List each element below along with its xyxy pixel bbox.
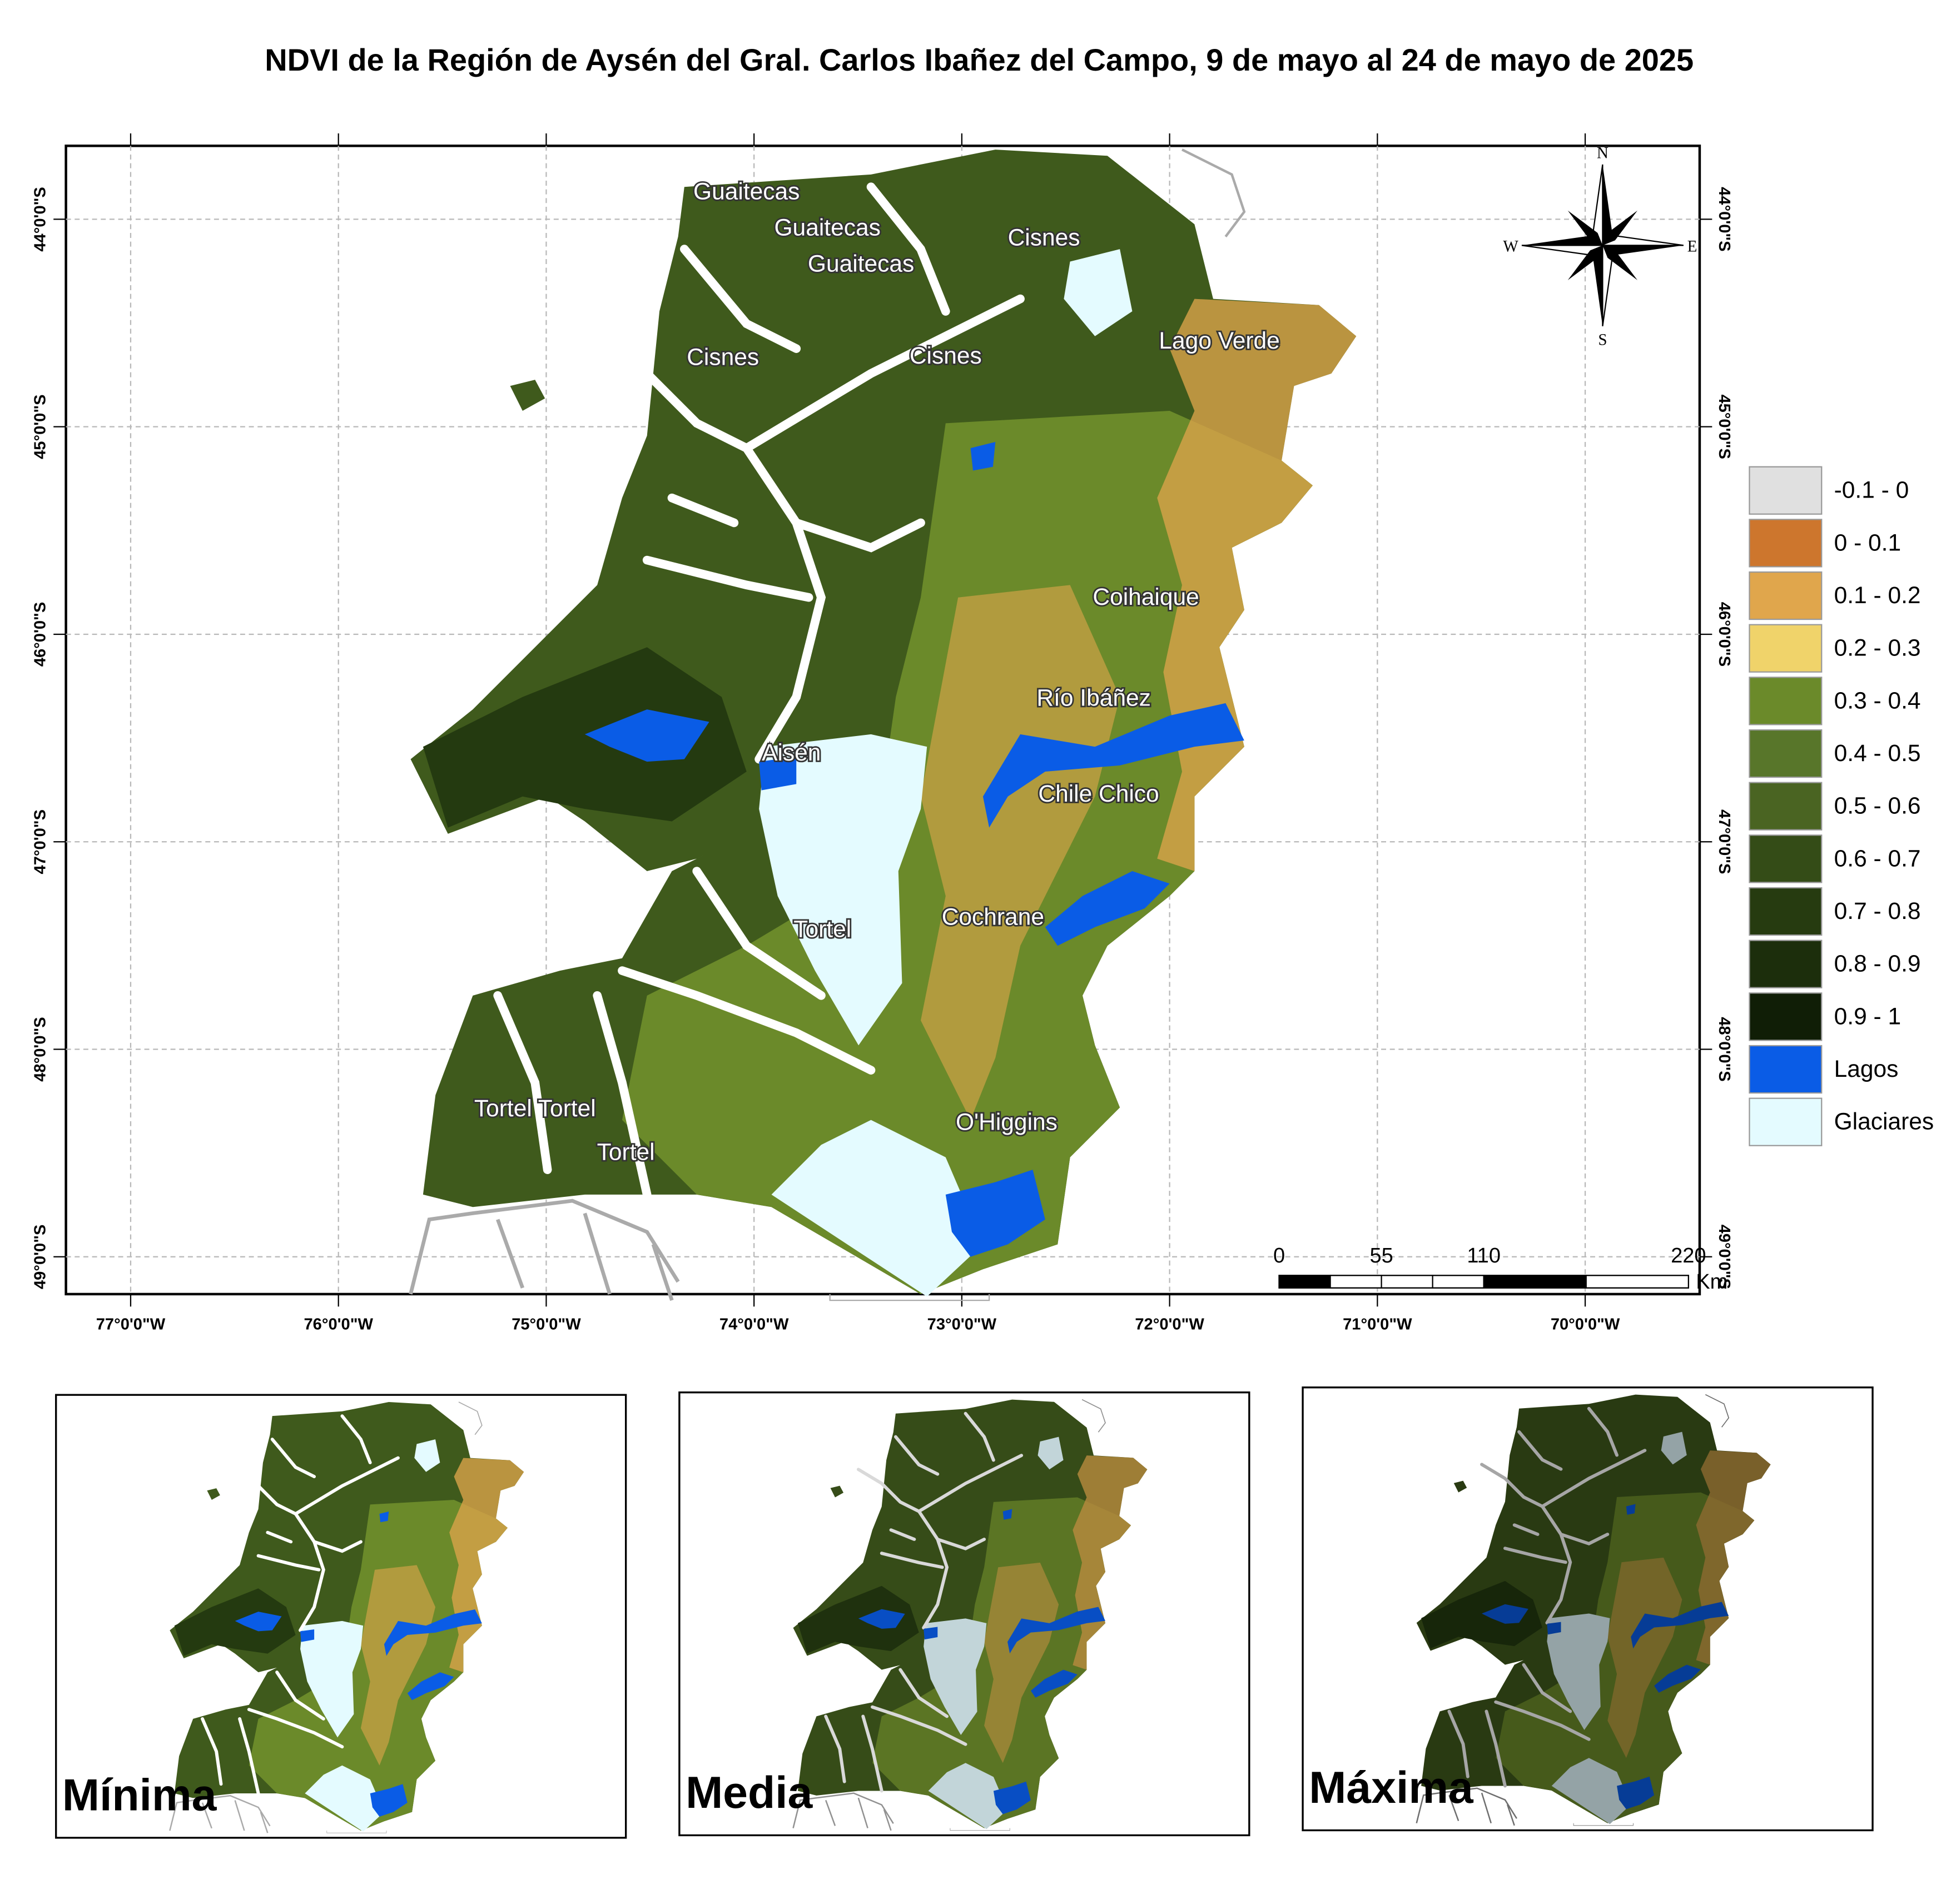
scale-segment (1585, 1275, 1689, 1289)
legend-swatch (1749, 1045, 1823, 1094)
longitude-label: 75°0'0"W (512, 1316, 581, 1334)
scale-bar: 0 55 110 220 Km (1273, 1244, 1727, 1294)
scale-label: 220 (1671, 1244, 1706, 1267)
longitude-label: 71°0'0"W (1343, 1316, 1412, 1334)
place-label: Cisnes (910, 343, 982, 369)
scale-label: 55 (1369, 1244, 1393, 1267)
scale-segment (1381, 1275, 1433, 1289)
place-label: Guaitecas (775, 215, 881, 241)
latitude-label: 44°0'0"S (32, 187, 49, 251)
latitude-label: 47°0'0"S (32, 809, 49, 874)
latitude-label: 46°0'0"S (1715, 602, 1733, 667)
scale-label: 0 (1273, 1244, 1285, 1267)
legend-swatch (1749, 887, 1823, 936)
legend-label: 0.9 - 1 (1834, 1003, 1902, 1030)
legend-swatch (1749, 729, 1823, 778)
main-map: 77°0'0"W 76°0'0"W 75°0'0"W 74°0'0"W 73°0'0"W… (32, 133, 1733, 1334)
place-label: Coihaique (1093, 584, 1199, 610)
scale-segment (1483, 1275, 1587, 1289)
longitude-label: 70°0'0"W (1551, 1316, 1620, 1334)
place-label: Tortel (793, 917, 851, 943)
inset-label: Media (686, 1768, 813, 1818)
legend-label: 0.5 - 0.6 (1834, 793, 1921, 819)
place-label: Chile Chico (1038, 781, 1159, 807)
legend-swatch (1749, 939, 1823, 988)
latitude-label: 45°0'0"S (32, 394, 49, 459)
legend-label: 0.4 - 0.5 (1834, 740, 1921, 767)
legend-swatch (1749, 1097, 1823, 1146)
legend-label: 0.6 - 0.7 (1834, 846, 1921, 872)
compass-w: W (1503, 238, 1518, 256)
legend-label: 0.3 - 0.4 (1834, 688, 1921, 714)
legend-swatch (1749, 677, 1823, 725)
scale-segment (1329, 1275, 1382, 1289)
compass-e: E (1687, 238, 1697, 256)
legend-label: -0.1 - 0 (1834, 478, 1909, 504)
latitude-label: 47°0'0"S (1715, 809, 1733, 874)
scale-segment (1432, 1275, 1485, 1289)
legend-label: Lagos (1834, 1056, 1899, 1082)
legend-label: 0.1 - 0.2 (1834, 583, 1921, 609)
north-arrow: N S E W (1503, 145, 1697, 349)
place-labels: Guaitecas Guaitecas Guaitecas Cisnes Cisnes C… (473, 177, 1282, 1167)
insets: Mínima Media Máxima (55, 1386, 1874, 1839)
place-label: Río Ibáñez (1036, 685, 1151, 711)
compass-n: N (1597, 145, 1609, 162)
longitude-label: 76°0'0"W (304, 1316, 373, 1334)
legend-swatch (1749, 782, 1823, 831)
legend: -0.1 - 0 0 - 0.1 0.1 - 0.2 0.2 - 0.3 0.3 - 0… (1749, 466, 1934, 1146)
place-label: Guaitecas (693, 179, 800, 205)
legend-swatch (1749, 571, 1823, 620)
place-label: Cochrane (942, 904, 1044, 930)
place-label: Cisnes (687, 344, 759, 370)
longitude-label: 74°0'0"W (719, 1316, 789, 1334)
place-label: Guaitecas (808, 251, 914, 277)
inset-label: Mínima (62, 1771, 217, 1821)
legend-label: 0.2 - 0.3 (1834, 635, 1921, 662)
latitude-label: 49°0'0"S (32, 1225, 49, 1289)
title: NDVI de la Región de Aysén del Gral. Car… (265, 42, 1694, 77)
latitude-label: 46°0'0"S (32, 602, 49, 667)
scale-label: 110 (1467, 1244, 1501, 1267)
place-label: Aisén (762, 740, 821, 766)
scale-unit: Km (1696, 1270, 1727, 1294)
legend-swatch (1749, 519, 1823, 568)
latitude-label: 45°0'0"S (1715, 394, 1733, 459)
latitude-label: 48°0'0"S (32, 1017, 49, 1081)
scale-segment (1278, 1275, 1331, 1289)
latitude-label: 44°0'0"S (1715, 187, 1733, 251)
longitude-label: 73°0'0"W (927, 1316, 997, 1334)
place-label: Tortel (597, 1139, 655, 1165)
inset-label: Máxima (1309, 1763, 1474, 1813)
place-label: Lago Verde (1159, 328, 1279, 354)
latitude-label: 49°0'0"S (1715, 1225, 1733, 1289)
compass-s: S (1598, 331, 1607, 349)
longitude-label: 77°0'0"W (96, 1316, 166, 1334)
legend-label: Glaciares (1834, 1109, 1934, 1135)
legend-label: 0 - 0.1 (1834, 530, 1902, 556)
longitude-label: 72°0'0"W (1135, 1316, 1204, 1334)
legend-swatch (1749, 992, 1823, 1041)
place-label: Cisnes (1008, 225, 1080, 251)
place-label: Tortel Tortel (474, 1096, 596, 1122)
legend-swatch (1749, 834, 1823, 883)
legend-swatch (1749, 624, 1823, 673)
legend-label: 0.7 - 0.8 (1834, 898, 1921, 924)
latitude-label: 48°0'0"S (1715, 1017, 1733, 1081)
legend-swatch (1749, 466, 1823, 515)
place-label: O'Higgins (956, 1110, 1058, 1136)
graticule: 77°0'0"W 76°0'0"W 75°0'0"W 74°0'0"W 73°0'0"W… (32, 133, 1733, 1334)
legend-label: 0.8 - 0.9 (1834, 951, 1921, 977)
